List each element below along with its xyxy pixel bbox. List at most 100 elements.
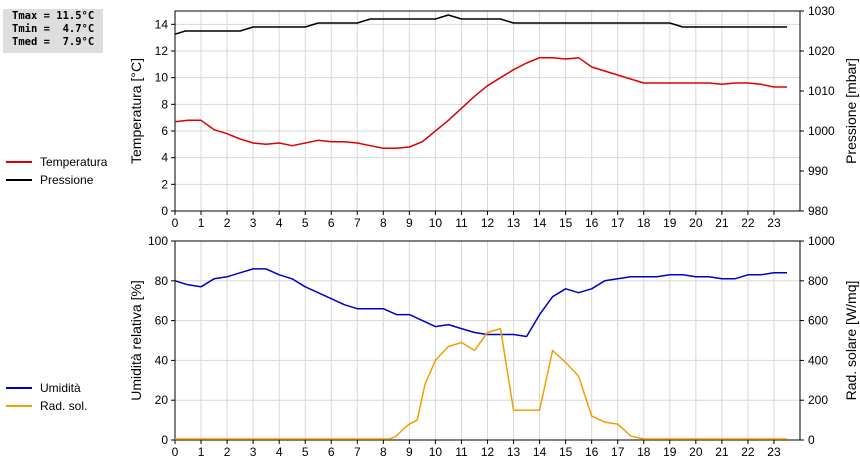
panel2-x-tick-label: 21 [715, 445, 729, 459]
panel1-y2-tick-label: 1020 [808, 44, 835, 58]
panel2-x-tick-label: 0 [172, 445, 179, 459]
legend-label-umidita: Umidità [40, 381, 81, 395]
series-pressione-line [174, 14, 787, 35]
panel2-x-tick-label: 8 [380, 445, 387, 459]
panel1-y2-tick-label: 1010 [808, 84, 835, 98]
panel2-y2-tick-label: 0 [808, 433, 815, 447]
panel2-y-tick-label: 60 [155, 314, 169, 328]
panel2-x-tick-label: 17 [611, 445, 625, 459]
panel2-x-tick-label: 16 [585, 445, 599, 459]
panel1-x-tick-label: 11 [455, 216, 468, 230]
panel1-y-tick-label: 0 [161, 204, 168, 218]
panel2-y-tick-label: 80 [155, 274, 169, 288]
panel1-y-tick-label: 12 [155, 44, 169, 58]
panel2-x-tick-label: 14 [533, 445, 547, 459]
panel1-y2-axis-title: Pressione [mbar] [843, 58, 859, 164]
panel2-y2-tick-label: 800 [808, 274, 828, 288]
panel1-x-tick-label: 3 [250, 216, 257, 230]
panel2-y-axis-title: Umidità relativa [%] [128, 280, 144, 401]
panel2-x-tick-label: 15 [559, 445, 573, 459]
panel2-x-tick-label: 18 [637, 445, 651, 459]
panel1-x-tick-label: 14 [533, 216, 547, 230]
panel2-y-tick-label: 0 [161, 433, 168, 447]
legend-item-umidita: Umidità [6, 379, 87, 397]
panel2-x-tick-label: 9 [406, 445, 413, 459]
panel2-x-tick-label: 6 [328, 445, 335, 459]
panel2-x-tick-label: 19 [663, 445, 677, 459]
series-umidita-line [174, 268, 787, 338]
panel1-x-tick-label: 0 [172, 216, 179, 230]
legend-item-rad-sol: Rad. sol. [6, 397, 87, 415]
panel2-x-tick-label: 23 [767, 445, 781, 459]
panel1-y2-tick-label: 1000 [808, 124, 835, 138]
tmin-value: Tmin = 4.7°C [12, 23, 95, 35]
legend-bottom: Umidità Rad. sol. [6, 379, 87, 415]
panel1-x-tick-label: 21 [715, 216, 729, 230]
panel1-y-tick-label: 10 [155, 71, 169, 85]
stats-box: Tmax = 11.5°C Tmin = 4.7°C Tmed = 7.9°C [3, 9, 103, 53]
panel2-y2-tick-label: 600 [808, 314, 828, 328]
legend-swatch-temperatura [6, 161, 32, 163]
panel2-y-tick-label: 20 [155, 393, 169, 407]
panel1-x-tick-label: 8 [380, 216, 387, 230]
panel2-x-tick-label: 1 [198, 445, 205, 459]
legend-top: Temperatura Pressione [6, 153, 107, 189]
panel2-x-tick-label: 22 [741, 445, 755, 459]
series-temperatura-line [174, 56, 787, 150]
panel2-x-tick-label: 20 [689, 445, 703, 459]
panel2-x-tick-label: 5 [302, 445, 309, 459]
panel1-y-tick-label: 4 [161, 151, 168, 165]
tmed-value: Tmed = 7.9°C [12, 36, 95, 48]
legend-item-pressione: Pressione [6, 171, 107, 189]
legend-label-rad-sol: Rad. sol. [40, 399, 88, 413]
panel1-y-tick-label: 2 [161, 177, 168, 191]
panel1-x-tick-label: 20 [689, 216, 703, 230]
panel1-y2-tick-label: 980 [808, 204, 828, 218]
panel1-y2-tick-label: 990 [808, 164, 828, 178]
panel1-x-tick-label: 15 [559, 216, 573, 230]
panel1-x-tick-label: 13 [507, 216, 521, 230]
panel1-x-tick-label: 1 [198, 216, 205, 230]
legend-item-temperatura: Temperatura [6, 153, 107, 171]
panel2-x-tick-label: 3 [250, 445, 257, 459]
panel1-y-tick-label: 6 [161, 124, 168, 138]
panel2-y2-tick-label: 200 [808, 393, 828, 407]
legend-label-temperatura: Temperatura [40, 155, 108, 169]
panel1-x-tick-label: 9 [406, 216, 413, 230]
panel2-x-tick-label: 13 [507, 445, 521, 459]
panel2-x-tick-label: 2 [224, 445, 231, 459]
panel1-x-tick-label: 19 [663, 216, 677, 230]
panel1-x-tick-label: 23 [767, 216, 781, 230]
panel2-x-tick-label: 10 [429, 445, 443, 459]
panel1-x-tick-label: 18 [637, 216, 651, 230]
panel2-y-tick-label: 100 [148, 234, 168, 248]
panel1-x-tick-label: 5 [302, 216, 309, 230]
panel2-y2-tick-label: 1000 [808, 234, 835, 248]
tmax-value: Tmax = 11.5°C [12, 10, 95, 22]
panel2-y2-tick-label: 400 [808, 353, 828, 367]
panel1-x-tick-label: 10 [429, 216, 443, 230]
panel1-x-tick-label: 12 [481, 216, 495, 230]
panel2-y2-axis-title: Rad. solare [W/mq] [843, 281, 859, 401]
panel2-x-tick-label: 7 [354, 445, 361, 459]
legend-swatch-rad-sol [6, 405, 32, 407]
legend-swatch-umidita [6, 387, 32, 389]
panel2-y-tick-label: 40 [155, 353, 169, 367]
series-rad-sol-line [175, 327, 787, 440]
panel1-x-tick-label: 22 [741, 216, 755, 230]
panel2-x-tick-label: 4 [276, 445, 283, 459]
panel1-y2-tick-label: 1030 [808, 4, 835, 18]
panel1-y-tick-label: 8 [161, 97, 168, 111]
panel1-x-tick-label: 4 [276, 216, 283, 230]
panel2-x-tick-label: 12 [481, 445, 495, 459]
legend-label-pressione: Pressione [40, 173, 94, 187]
panel1-x-tick-label: 2 [224, 216, 231, 230]
panel1-x-tick-label: 17 [611, 216, 625, 230]
legend-swatch-pressione [6, 179, 32, 181]
panel1-x-tick-label: 16 [585, 216, 599, 230]
panel1-y-axis-title: Temperatura [°C] [128, 58, 144, 164]
panel1-y-tick-label: 14 [155, 17, 169, 31]
panel1-x-tick-label: 6 [328, 216, 335, 230]
panel1-x-tick-label: 7 [354, 216, 361, 230]
